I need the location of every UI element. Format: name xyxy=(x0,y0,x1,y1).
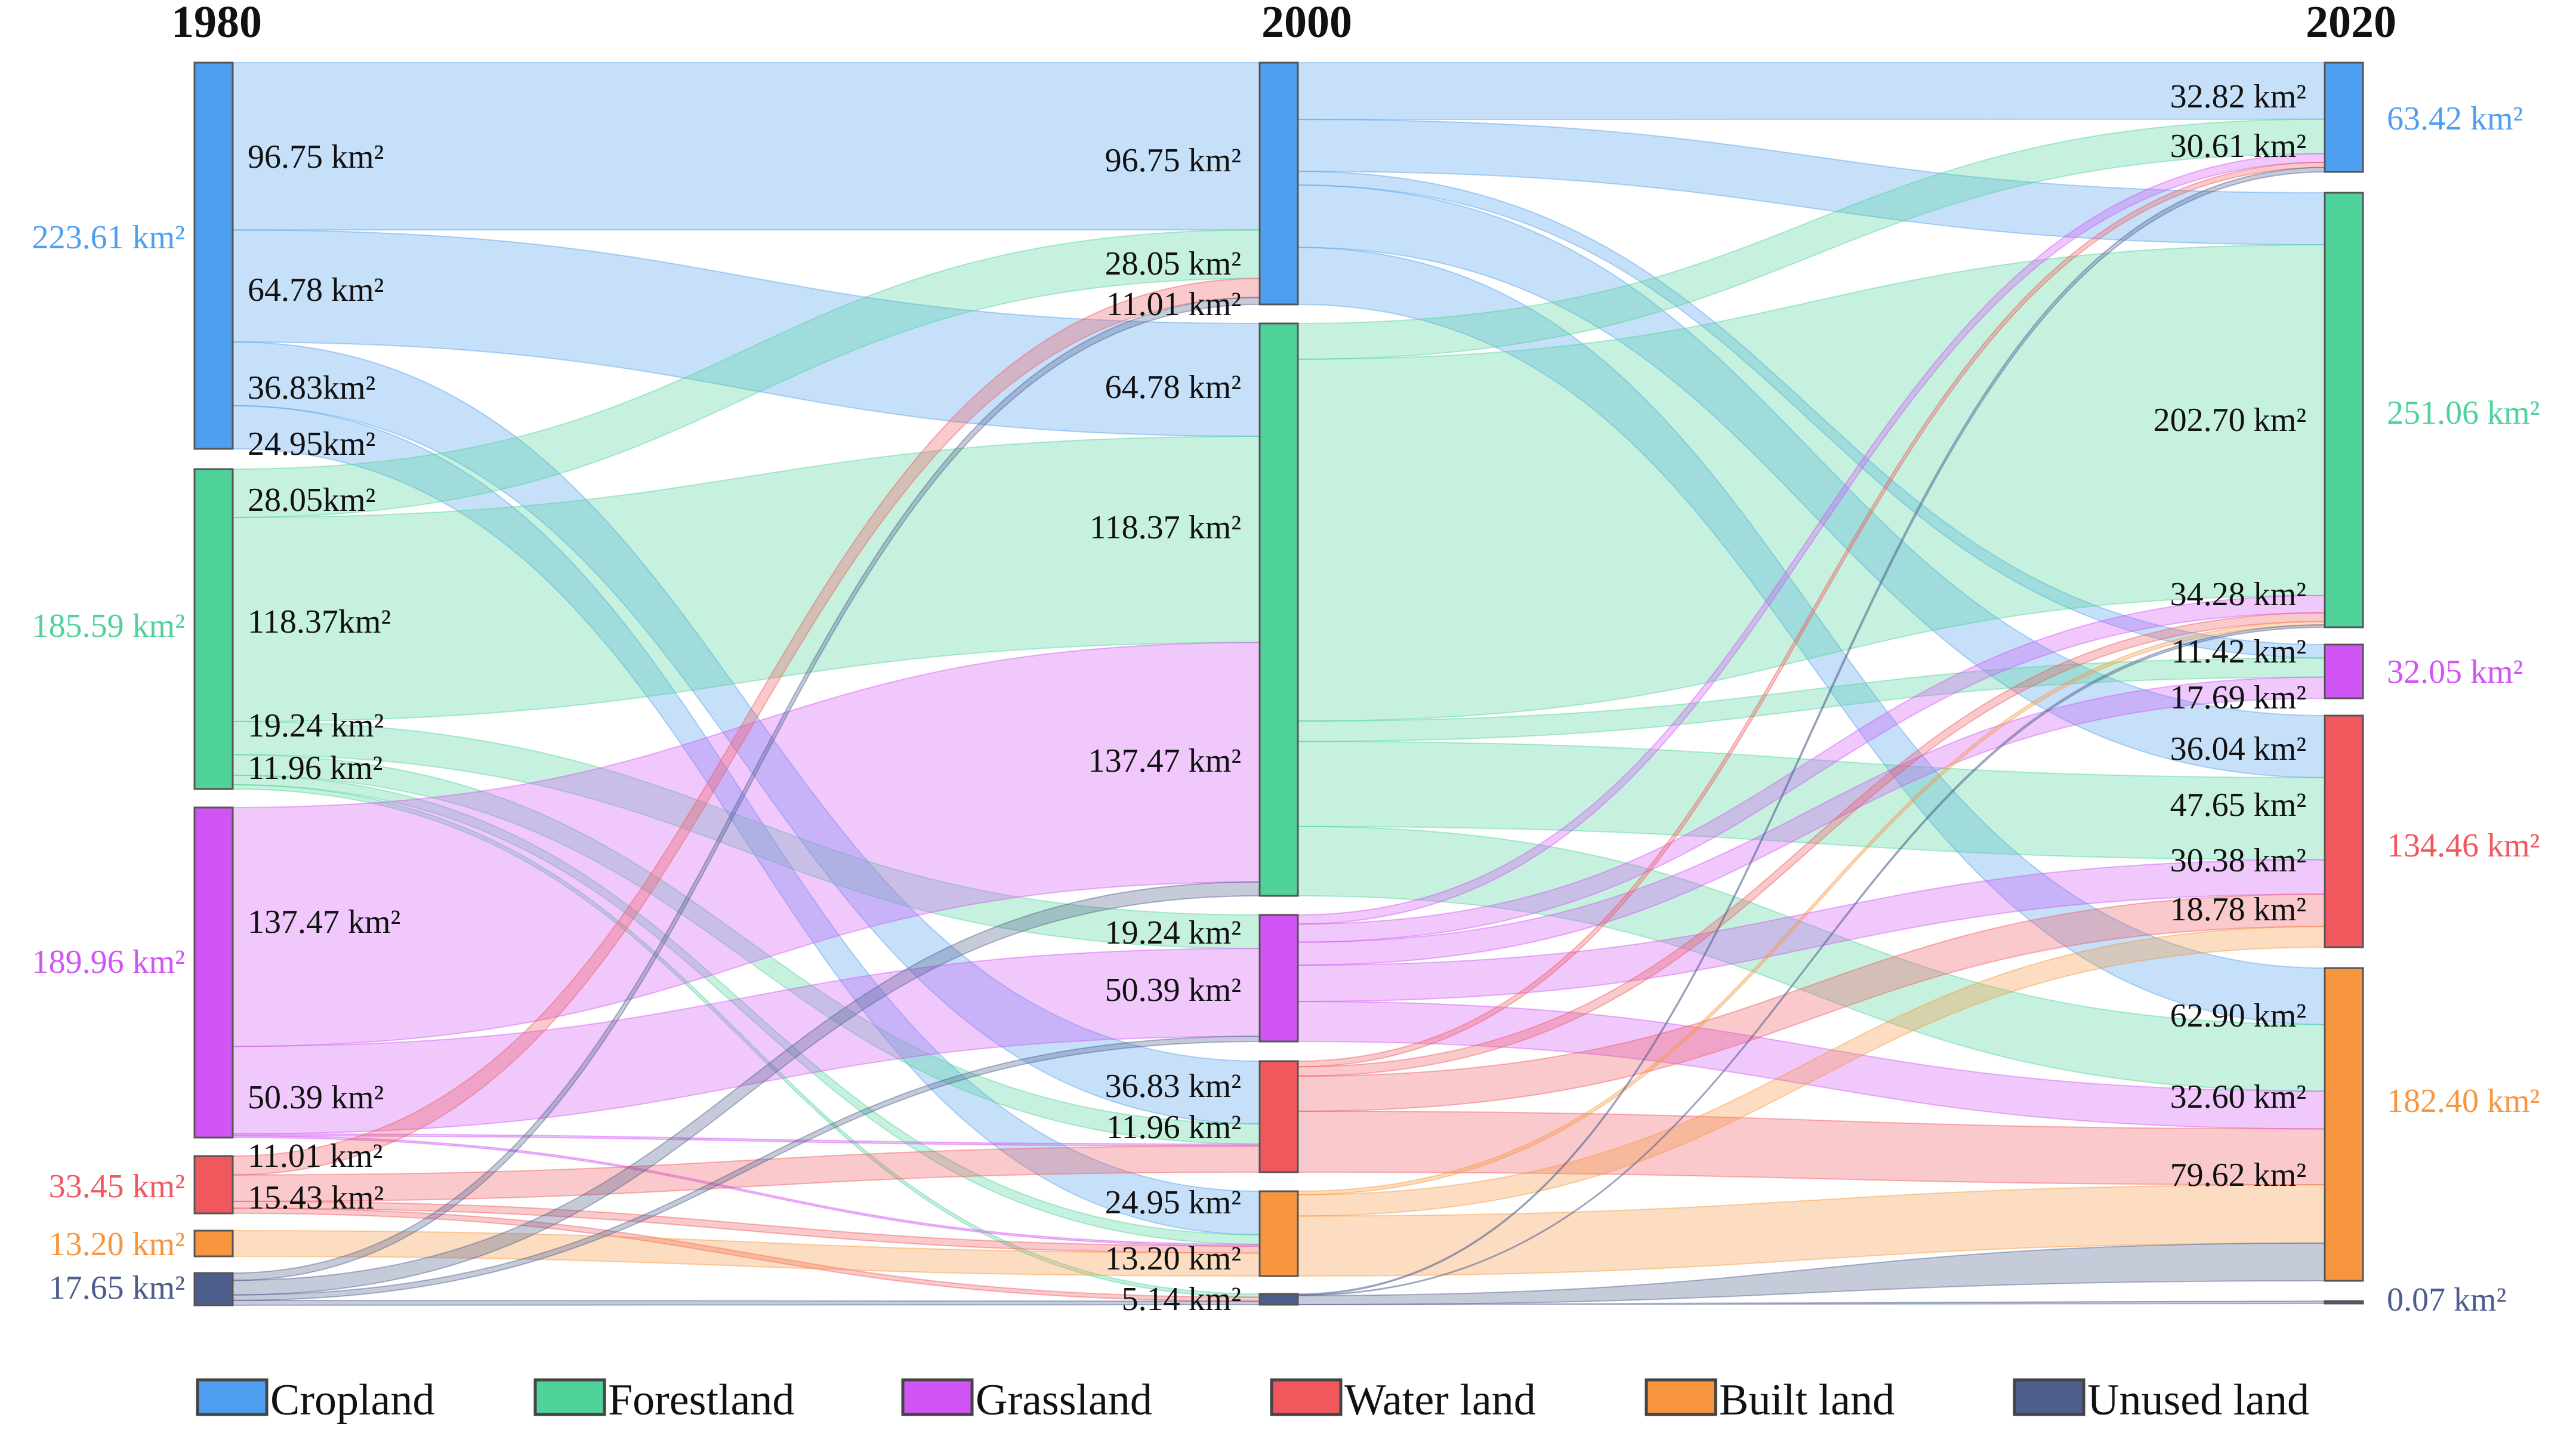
legend-swatch-grass xyxy=(901,1378,974,1416)
total-2020-unused: 0.07 km² xyxy=(2387,1281,2506,1318)
total-1980-water: 33.45 km² xyxy=(49,1168,185,1205)
flow-label-2020-water-2: 30.38 km² xyxy=(2170,842,2306,879)
legend-item-cropland: Cropland xyxy=(196,1376,434,1425)
legend-swatch-forest xyxy=(533,1378,606,1416)
flow-label-2000-water-0: 36.83 km² xyxy=(1105,1068,1241,1105)
flow-label-2000-forest-2: 137.47 km² xyxy=(1088,742,1241,779)
flow-label-2000-forest-0: 64.78 km² xyxy=(1105,369,1241,406)
flow-label-1980-cropland-2: 36.83km² xyxy=(248,369,375,406)
node-1980-grass xyxy=(193,806,234,1139)
flow-label-2000-water-1: 11.96 km² xyxy=(1106,1109,1241,1146)
flow-label-2020-cropland-1: 30.61 km² xyxy=(2170,128,2306,165)
legend-label-grass: Grassland xyxy=(976,1376,1152,1425)
legend-swatch-cropland xyxy=(196,1378,269,1416)
flow-label-1980-forest-3: 11.96 km² xyxy=(248,750,382,787)
legend-label-cropland: Cropland xyxy=(270,1376,434,1425)
flow-label-2000-unused-0: 5.14 km² xyxy=(1122,1281,1241,1318)
flow-label-2000-cropland-1: 28.05 km² xyxy=(1105,245,1241,282)
total-2020-cropland: 63.42 km² xyxy=(2387,100,2523,137)
flow-label-2020-water-1: 47.65 km² xyxy=(2170,787,2306,824)
legend-swatch-built xyxy=(1645,1378,1717,1416)
year-header-2000: 2000 xyxy=(1261,0,1352,47)
flow-label-1980-cropland-3: 24.95km² xyxy=(248,426,375,463)
total-2020-grass: 32.05 km² xyxy=(2387,654,2523,691)
total-2020-forest: 251.06 km² xyxy=(2387,395,2540,432)
node-2000-unused xyxy=(1258,1293,1299,1306)
node-2020-built xyxy=(2324,967,2364,1282)
flow-label-2020-built-1: 32.60 km² xyxy=(2170,1078,2306,1115)
total-1980-cropland: 223.61 km² xyxy=(32,219,185,256)
total-1980-unused: 17.65 km² xyxy=(49,1269,185,1306)
legend-item-forest: Forestland xyxy=(533,1376,794,1425)
total-1980-built: 13.20 km² xyxy=(49,1226,185,1263)
flow-label-1980-water-1: 15.43 km² xyxy=(248,1179,384,1216)
node-1980-cropland xyxy=(193,61,234,450)
flow-1980-unused-to-unused xyxy=(232,1299,1260,1306)
flow-label-2000-built-0: 24.95 km² xyxy=(1105,1184,1241,1221)
legend-item-unused: Unused land xyxy=(2013,1376,2309,1425)
flow-label-1980-forest-0: 28.05km² xyxy=(248,482,375,519)
node-2020-water xyxy=(2324,714,2364,948)
flow-label-2020-cropland-0: 32.82 km² xyxy=(2170,78,2306,115)
node-2000-cropland xyxy=(1258,61,1299,306)
flow-label-2020-grass-0: 11.42 km² xyxy=(2171,633,2306,670)
year-header-2020: 2020 xyxy=(2306,0,2396,47)
legend-item-grass: Grassland xyxy=(901,1376,1152,1425)
flow-label-1980-water-0: 11.01 km² xyxy=(248,1138,382,1175)
legend-label-unused: Unused land xyxy=(2087,1376,2309,1425)
flow-label-2020-water-3: 18.78 km² xyxy=(2170,891,2306,928)
total-2020-built: 182.40 km² xyxy=(2387,1083,2540,1120)
node-2000-built xyxy=(1258,1190,1299,1277)
flow-label-2000-built-1: 13.20 km² xyxy=(1105,1240,1241,1277)
node-2020-grass xyxy=(2324,643,2364,699)
flow-label-1980-forest-2: 19.24 km² xyxy=(248,707,384,744)
legend-swatch-water xyxy=(1270,1378,1343,1416)
flow-label-2000-cropland-0: 96.75 km² xyxy=(1105,142,1241,179)
flow-label-2020-built-2: 79.62 km² xyxy=(2170,1157,2306,1194)
node-2000-water xyxy=(1258,1060,1299,1173)
flow-layer xyxy=(232,61,2325,1306)
node-1980-water xyxy=(193,1155,234,1215)
flow-label-2000-grass-0: 19.24 km² xyxy=(1105,914,1241,951)
node-1980-built xyxy=(193,1229,234,1258)
total-1980-forest: 185.59 km² xyxy=(32,608,185,645)
total-2020-water: 134.46 km² xyxy=(2387,827,2540,864)
flow-label-2020-water-0: 36.04 km² xyxy=(2170,731,2306,768)
node-2000-grass xyxy=(1258,914,1299,1043)
legend-swatch-unused xyxy=(2013,1378,2086,1416)
legend-label-forest: Forestland xyxy=(608,1376,794,1425)
flow-label-2000-forest-1: 118.37 km² xyxy=(1090,509,1241,546)
legend-label-built: Built land xyxy=(1719,1376,1895,1425)
total-1980-grass: 189.96 km² xyxy=(32,944,185,981)
year-header-1980: 1980 xyxy=(171,0,262,47)
flow-label-2000-grass-1: 50.39 km² xyxy=(1105,972,1241,1009)
node-1980-unused xyxy=(193,1272,234,1306)
node-2020-unused xyxy=(2324,1300,2364,1305)
label-layer: 1980 2000 2020 223.61 km² 185.59 km² 189.96 k… xyxy=(32,0,2540,1318)
legend-label-water: Water land xyxy=(1344,1376,1536,1425)
flow-label-2020-built-0: 62.90 km² xyxy=(2170,997,2306,1034)
node-1980-forest xyxy=(193,468,234,790)
node-2020-forest xyxy=(2324,192,2364,628)
flow-label-1980-forest-1: 118.37km² xyxy=(248,603,391,640)
flow-label-1980-grass-0: 137.47 km² xyxy=(248,904,400,941)
flow-label-1980-cropland-0: 96.75 km² xyxy=(248,138,384,175)
legend-item-water: Water land xyxy=(1270,1376,1536,1425)
legend: Cropland Forestland Grassland Water land Bui… xyxy=(196,1376,2309,1425)
legend-item-built: Built land xyxy=(1645,1376,1895,1425)
flow-label-2020-forest-0: 202.70 km² xyxy=(2154,402,2306,439)
node-layer xyxy=(193,61,2364,1306)
node-2020-cropland xyxy=(2324,61,2364,173)
flow-label-1980-cropland-1: 64.78 km² xyxy=(248,272,384,309)
flow-label-1980-grass-1: 50.39 km² xyxy=(248,1079,384,1116)
flow-label-2020-forest-1: 34.28 km² xyxy=(2170,576,2306,613)
flow-label-2020-grass-1: 17.69 km² xyxy=(2170,679,2306,716)
flow-label-2000-cropland-2: 11.01 km² xyxy=(1106,286,1241,323)
node-2000-forest xyxy=(1258,322,1299,897)
